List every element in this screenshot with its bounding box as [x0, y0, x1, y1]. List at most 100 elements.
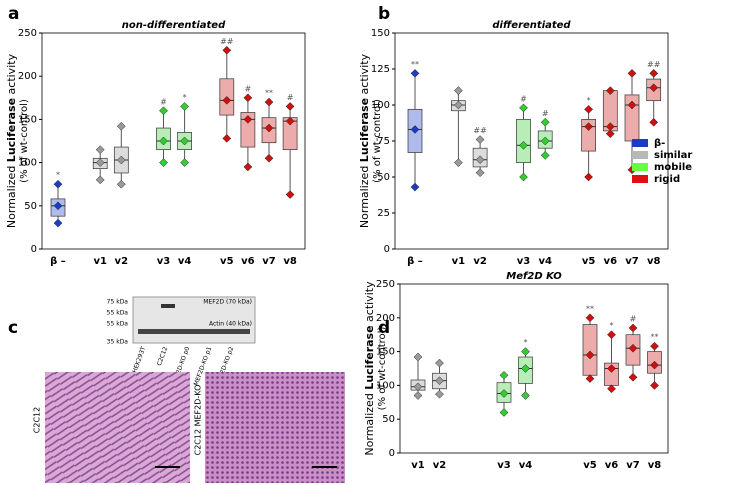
legend-label: similar — [654, 150, 692, 161]
point — [53, 179, 63, 189]
image-label: C2C12 — [33, 407, 42, 433]
significance: ** — [651, 333, 659, 342]
y-tick-label: 250 — [18, 28, 37, 39]
significance: ** — [411, 60, 419, 69]
x-tick-label: v8 — [647, 256, 661, 267]
point — [521, 347, 530, 356]
band-label: MEF2D (70 kDa) — [203, 299, 252, 306]
point — [413, 391, 423, 400]
significance: ** — [586, 304, 594, 313]
blot — [132, 296, 256, 344]
panel-label: d — [378, 318, 390, 338]
point — [116, 155, 126, 165]
point — [95, 175, 105, 185]
point — [159, 158, 168, 167]
point — [475, 155, 485, 165]
point — [540, 117, 550, 127]
x-tick-label: v5 — [220, 256, 234, 267]
point — [605, 122, 615, 131]
y-tick-label: 100 — [371, 100, 390, 111]
y-tick-label: 100 — [18, 158, 37, 169]
y-axis-label-part: Luciferase — [363, 325, 376, 389]
y-axis-label: Normalized Luciferase activity — [363, 281, 376, 456]
significance: # — [287, 93, 294, 102]
legend-swatch — [632, 139, 648, 147]
point — [243, 162, 253, 172]
significance: ## — [220, 37, 234, 46]
marker-label: 55 kDa — [107, 310, 129, 317]
point — [540, 136, 550, 146]
point — [585, 374, 595, 383]
point — [285, 102, 295, 111]
significance: * — [183, 93, 187, 102]
x-tick-label: v1 — [411, 460, 425, 471]
legend-swatch — [632, 175, 648, 183]
x-tick-label: v2 — [115, 256, 129, 267]
point — [454, 86, 463, 95]
x-tick-label: v3 — [517, 256, 531, 267]
significance: ## — [473, 126, 487, 135]
significance: * — [587, 96, 591, 105]
point — [95, 145, 105, 154]
band-label: Actin (40 kDa) — [209, 321, 252, 328]
point — [521, 364, 530, 373]
x-tick-label: v3 — [497, 460, 511, 471]
point — [499, 389, 509, 398]
band — [138, 329, 250, 334]
chart-title: non-differentiated — [122, 20, 226, 31]
y-tick-label: 100 — [376, 380, 395, 391]
point — [650, 341, 659, 351]
point — [285, 116, 295, 126]
point — [180, 136, 189, 146]
point — [627, 100, 637, 110]
point — [413, 352, 423, 362]
significance: # — [245, 84, 252, 93]
point — [650, 360, 659, 370]
x-tick-label: v4 — [178, 256, 192, 267]
point — [475, 135, 485, 144]
x-tick-label: v8 — [648, 460, 662, 471]
x-tick-label: v7 — [625, 256, 639, 267]
plot-frame — [41, 32, 306, 250]
point — [410, 125, 420, 134]
point — [180, 102, 189, 111]
significance: ** — [265, 89, 273, 98]
legend-swatch — [632, 163, 648, 171]
y-axis-sublabel: (% of wt-control) — [19, 99, 30, 183]
point — [159, 106, 168, 116]
y-axis-label-part: activity — [5, 53, 18, 98]
x-tick-label: β – — [407, 256, 423, 267]
micrograph — [45, 372, 190, 483]
y-axis-label-part: Luciferase — [5, 98, 18, 162]
y-tick-label: 50 — [377, 172, 390, 183]
point — [519, 140, 528, 150]
point — [454, 100, 463, 110]
marker-label: 75 kDa — [107, 299, 129, 306]
significance: # — [160, 97, 167, 106]
chart-title: Mef2D KO — [506, 271, 562, 282]
y-axis-label-part: activity — [358, 53, 371, 98]
point — [264, 123, 274, 133]
x-tick-label: v6 — [605, 460, 619, 471]
point — [95, 158, 105, 167]
point — [605, 86, 615, 95]
point — [585, 350, 595, 360]
box — [240, 112, 256, 148]
x-tick-label: v7 — [262, 256, 276, 267]
point — [159, 136, 168, 146]
point — [116, 179, 126, 189]
image-label: C2C12 MEF2D-KO — [194, 385, 203, 456]
point — [628, 323, 638, 333]
point — [475, 168, 485, 178]
x-tick-label: v1 — [93, 256, 107, 267]
y-axis-label-part: activity — [363, 281, 376, 326]
band — [161, 304, 175, 308]
point — [649, 68, 659, 78]
y-tick-label: 0 — [384, 244, 390, 255]
y-tick-label: 0 — [389, 448, 395, 459]
point — [607, 364, 616, 373]
point — [605, 129, 615, 139]
point — [410, 68, 420, 78]
legend-label: mobile — [654, 162, 692, 173]
